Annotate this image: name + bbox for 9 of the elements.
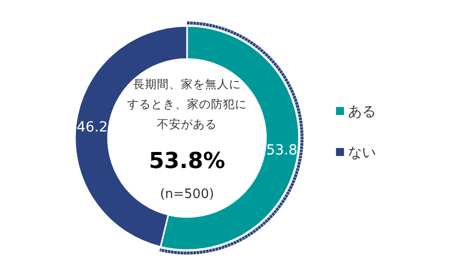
text: 53.8% (148, 149, 226, 174)
data-label: 46.2 (76, 120, 108, 136)
legend-label: ある (348, 104, 376, 120)
text: (n=500) (160, 187, 214, 202)
legend-label: ない (348, 145, 376, 161)
text: するとき、家の防犯に (127, 97, 247, 111)
data-label: 53.8 (266, 142, 298, 158)
text: 長期間、家を無人に (133, 77, 241, 91)
text: 不安がある (157, 117, 217, 131)
